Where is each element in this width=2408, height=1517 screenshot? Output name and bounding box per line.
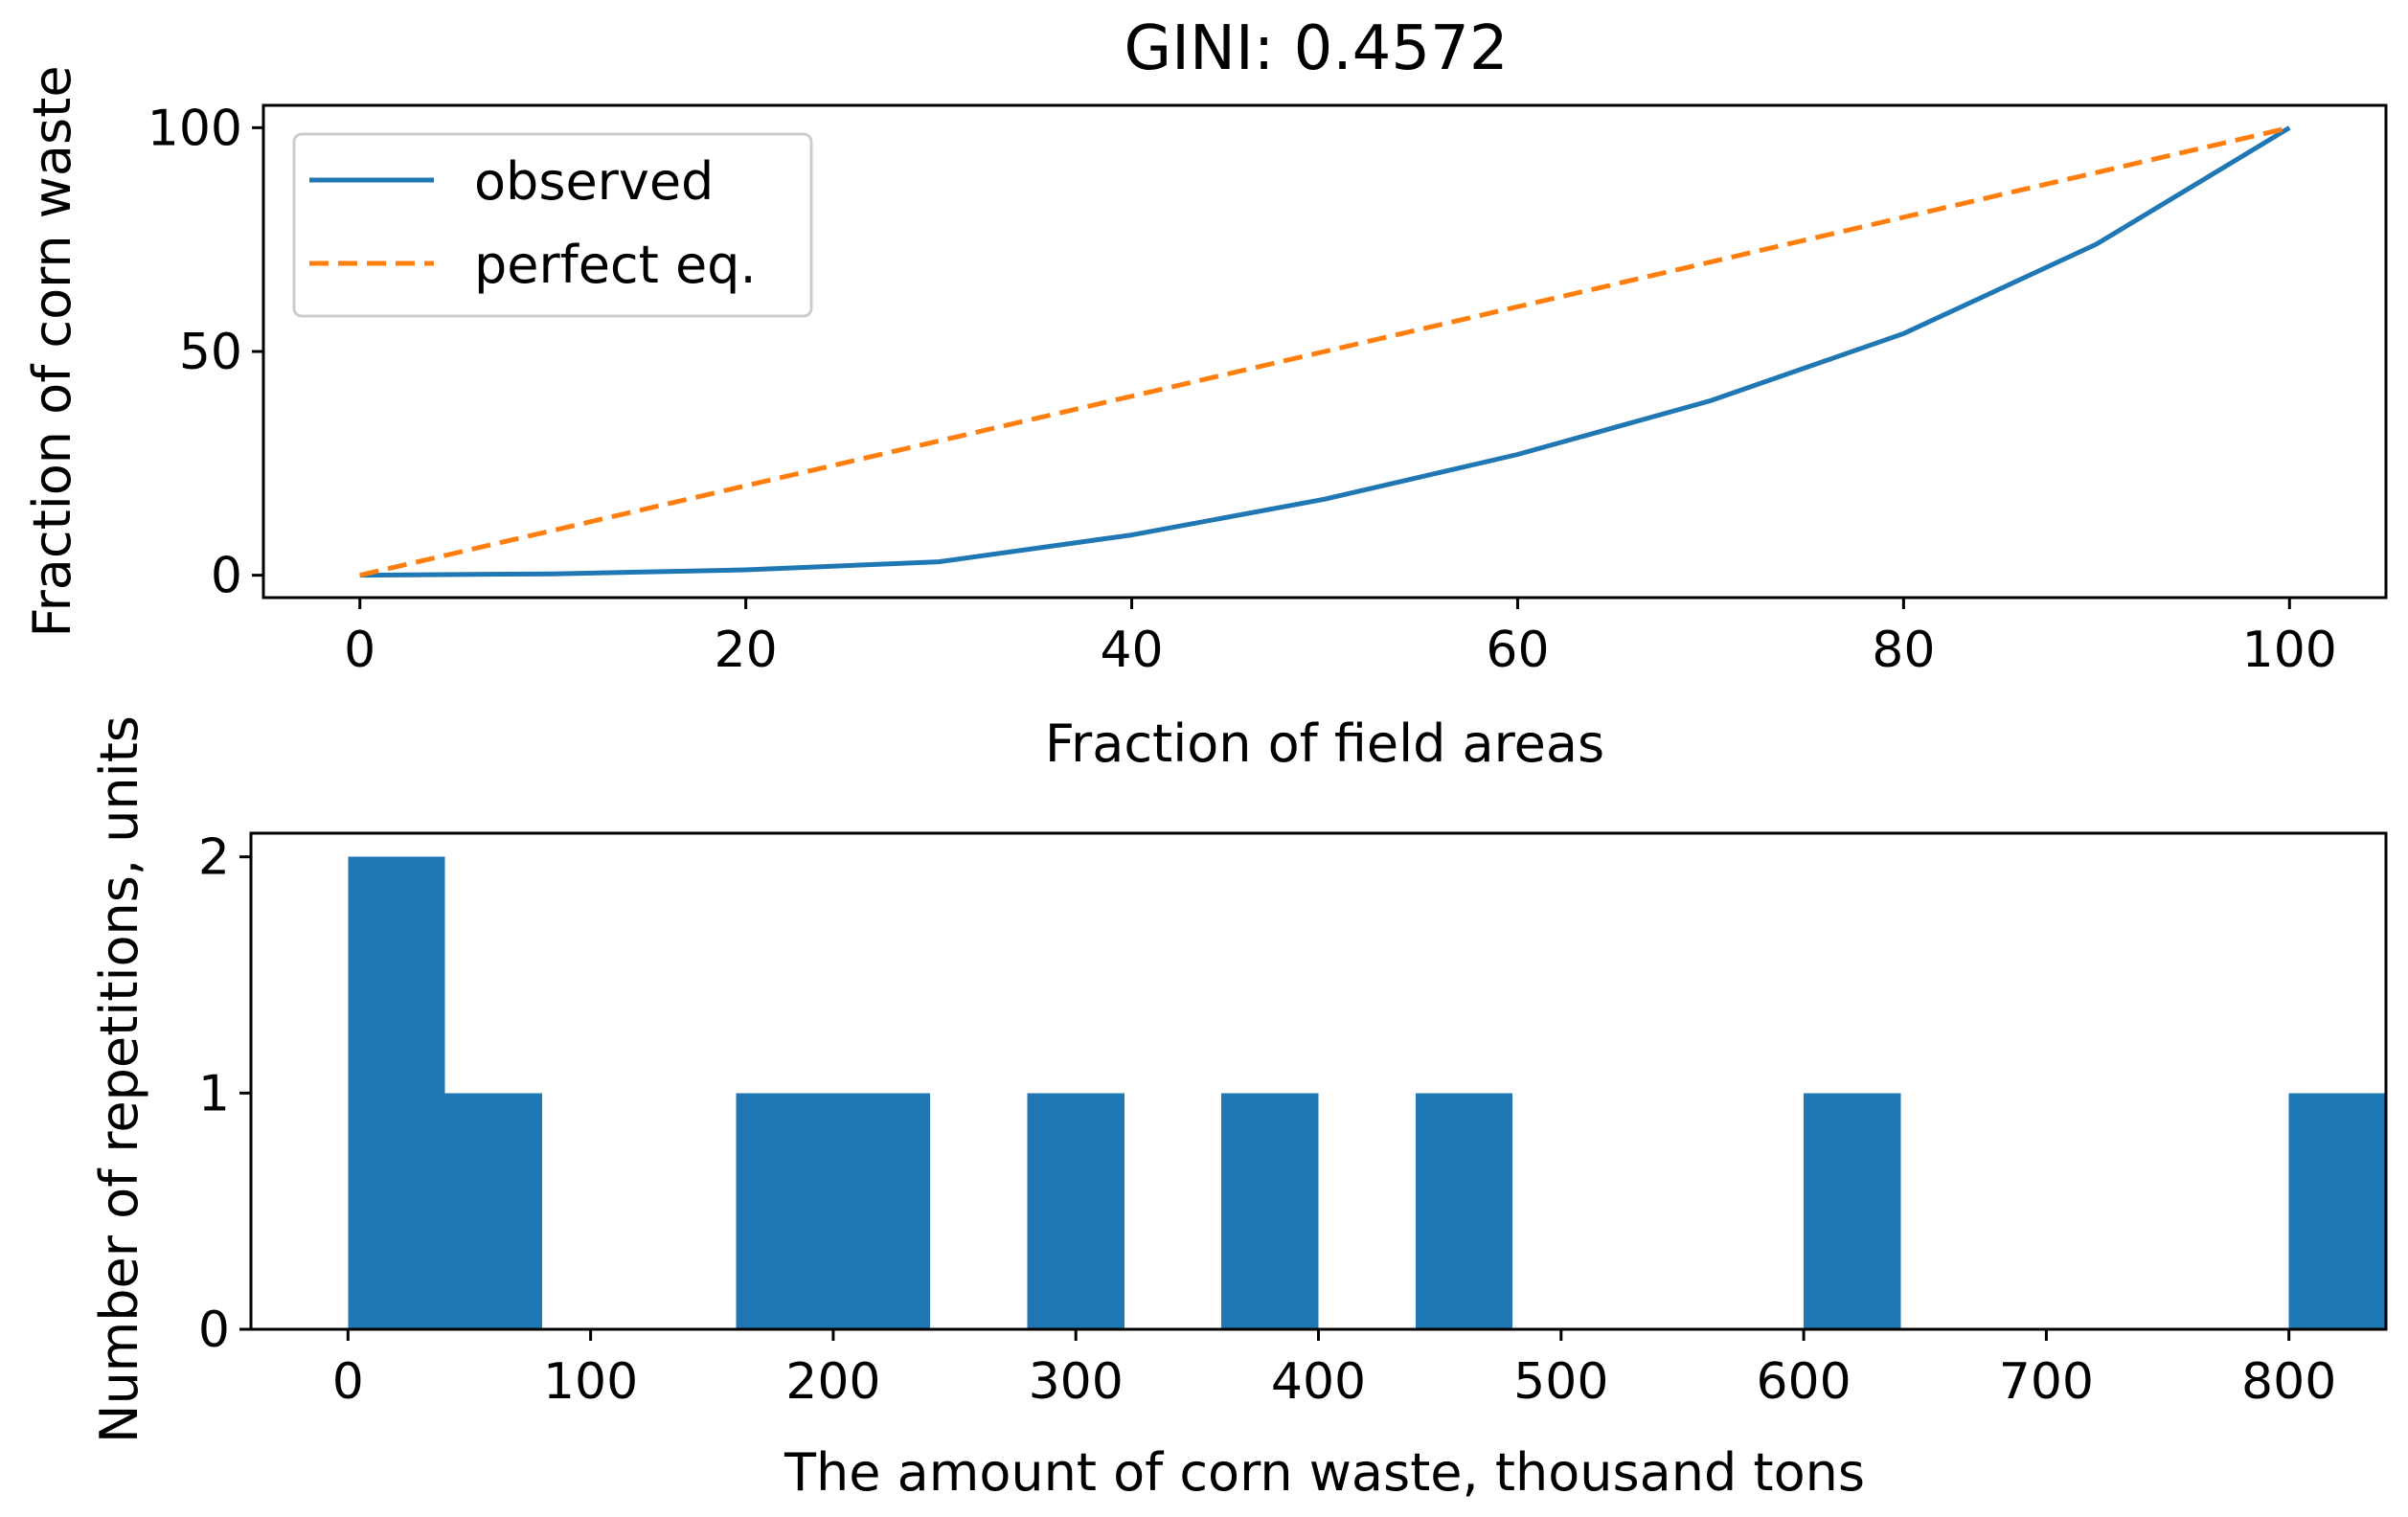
bottom-y-tick-label: 2 [198, 829, 230, 887]
top-y-tick-label: 100 [148, 100, 242, 157]
legend: observed perfect eq. [292, 132, 813, 318]
bottom-y-tick-label: 0 [198, 1302, 230, 1359]
histogram-bar [1415, 1093, 1513, 1329]
legend-observed-label: observed [474, 151, 714, 212]
histogram-bar [348, 856, 445, 1329]
bottom-x-tick-label: 200 [785, 1353, 880, 1411]
bottom-x-tick-label: 800 [2241, 1353, 2336, 1411]
top-x-tick-label: 100 [2242, 622, 2337, 679]
histogram-bar [1221, 1093, 1319, 1329]
bottom-x-tick-label: 300 [1029, 1353, 1124, 1411]
perfect-eq-line [359, 125, 2290, 578]
top-y-tick-label: 50 [179, 324, 242, 381]
histogram-bar [832, 1093, 931, 1329]
bottom-x-tick-label: 0 [332, 1353, 364, 1411]
bottom-y-tick-label: 1 [198, 1065, 230, 1122]
histogram-bar [736, 1093, 833, 1329]
top-x-tick-label: 40 [1100, 622, 1163, 679]
top-x-tick-label: 80 [1872, 622, 1935, 679]
bottom-x-tick-label: 700 [1999, 1353, 2094, 1411]
observed-line [359, 125, 2291, 578]
lorenz-chart: GINI: 0.4572 0 20 40 60 80 100 0 50 100 Fractio… [22, 13, 2388, 774]
legend-perfect-eq-label: perfect eq. [474, 235, 757, 295]
chart-title: GINI: 0.4572 [1124, 13, 1508, 84]
top-x-tick-label: 60 [1486, 622, 1549, 679]
histogram-bar [1027, 1093, 1124, 1329]
histogram-chart: 0 100 200 300 400 500 600 700 800 0 1 2 The amount… [89, 715, 2388, 1503]
top-x-tick-label: 0 [344, 622, 375, 679]
histogram-bar [444, 1093, 542, 1329]
bottom-x-axis-label: The amount of corn waste, thousand tons [784, 1442, 1865, 1503]
bottom-x-tick-label: 600 [1756, 1353, 1851, 1411]
bottom-y-axis-label: Number of repetitions, units [89, 715, 149, 1443]
bottom-x-tick-label: 400 [1271, 1353, 1366, 1411]
histogram-bar [2288, 1093, 2386, 1329]
top-x-axis-label: Fraction of field areas [1045, 713, 1604, 774]
bottom-x-tick-label: 500 [1513, 1353, 1608, 1411]
bottom-x-tick-label: 100 [543, 1353, 638, 1411]
histogram-bar [1804, 1093, 1901, 1329]
top-x-tick-label: 20 [715, 622, 778, 679]
top-y-axis-label: Fraction of corn waste [22, 65, 82, 637]
top-y-tick-label: 0 [211, 548, 242, 605]
